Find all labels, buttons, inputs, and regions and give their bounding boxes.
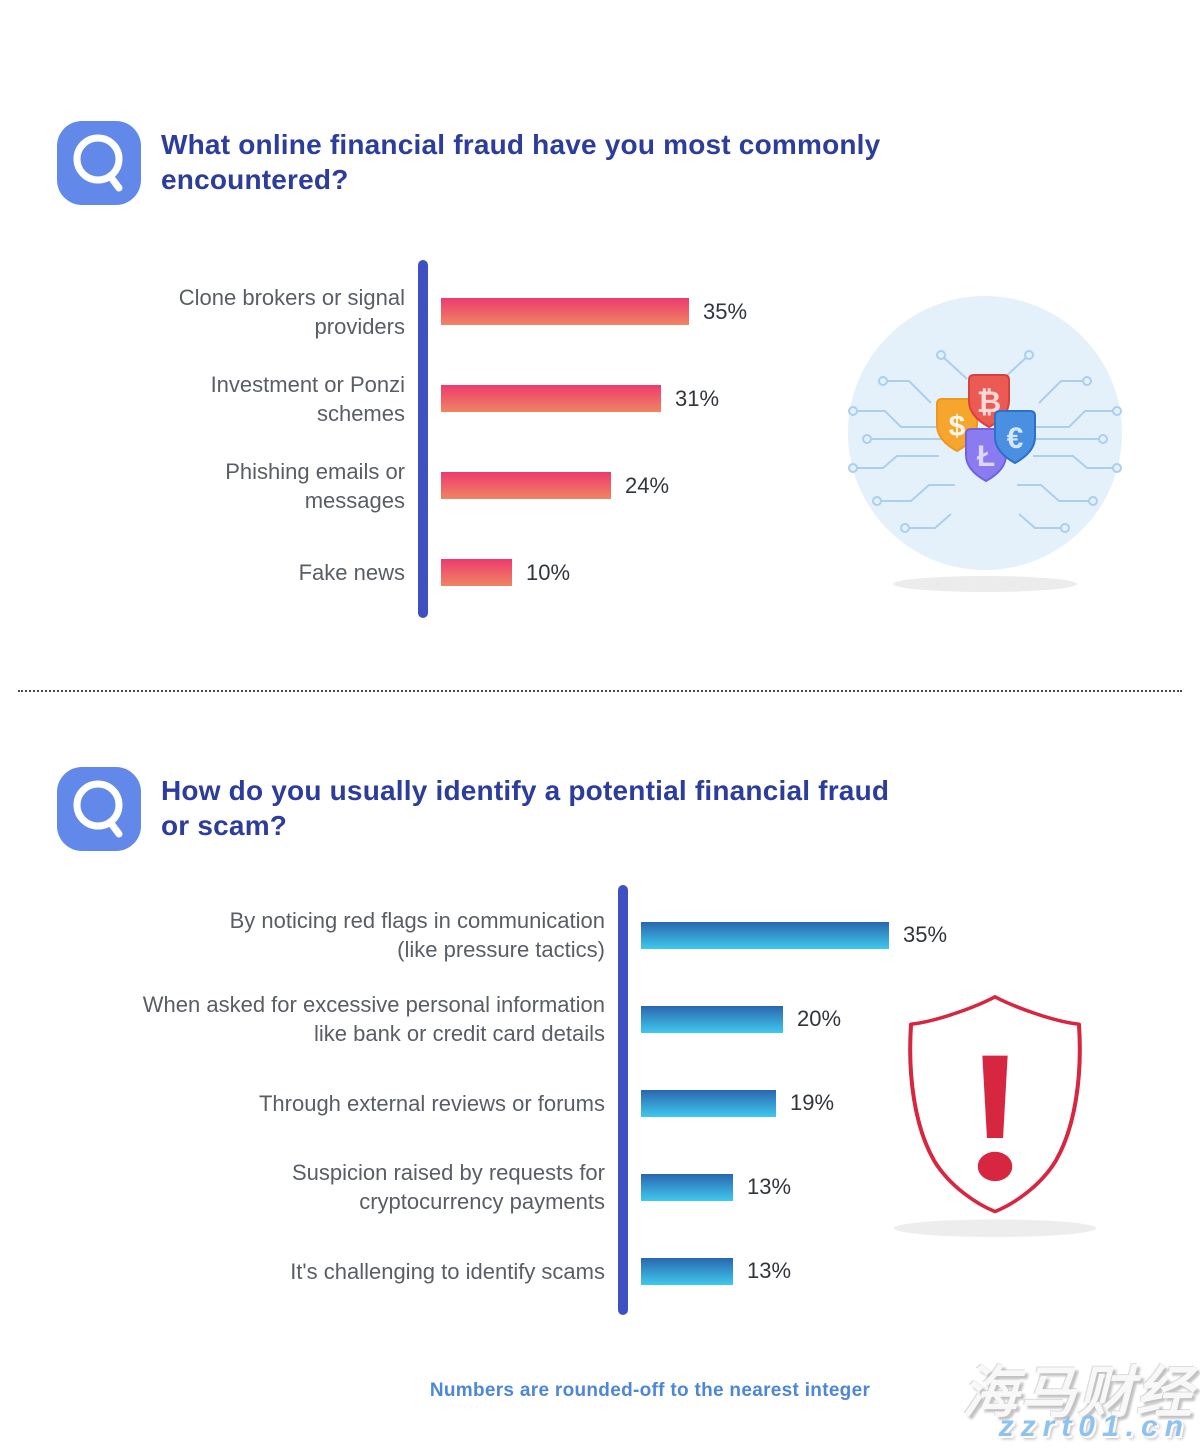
category-label: It's challenging to identify scams [290, 1258, 605, 1284]
bar [641, 1257, 733, 1285]
value-label: 35% [703, 298, 748, 324]
bar-row: Through external reviews or forums 19% [60, 1061, 960, 1145]
svg-text:€: € [1007, 422, 1024, 455]
value-label: 24% [625, 472, 670, 498]
category-label: Fake news [298, 560, 405, 585]
euro-shield-icon: € [994, 410, 1036, 465]
exclamation-dot [977, 1151, 1013, 1182]
bar-area: 31% [418, 385, 760, 412]
bar-area: 13% [618, 1257, 960, 1285]
section-2-header: How do you usually identify a potential … [57, 767, 889, 851]
bar-row: By noticing red flags in communication (… [60, 893, 960, 977]
value-label: 13% [747, 1174, 792, 1199]
footer-note: Numbers are rounded-off to the nearest i… [429, 1380, 871, 1401]
category-label: Through external reviews or forums [258, 1090, 605, 1116]
bar-area: 35% [418, 298, 760, 325]
magnifier-icon [57, 121, 141, 205]
section-2-title: How do you usually identify a potential … [161, 775, 890, 841]
svg-text:Ł: Ł [977, 440, 995, 473]
chart-axis [418, 260, 428, 618]
watermark-brand: 海马财经 [962, 1361, 1194, 1424]
bar-area: 19% [618, 1089, 960, 1117]
bar-area: 35% [618, 921, 960, 949]
value-label: 20% [797, 1006, 842, 1031]
category-label: By noticing red flags in communication (… [229, 908, 605, 962]
bar [641, 921, 889, 949]
exclamation-bar [982, 1055, 1008, 1138]
bar [441, 472, 611, 499]
category-label: Phishing emails or messages [225, 458, 405, 513]
section-1-title: What online financial fraud have you mos… [161, 129, 881, 195]
value-label: 19% [790, 1090, 835, 1115]
category-label: Clone brokers or signal providers [178, 284, 405, 339]
fraud-identification-chart: By noticing red flags in communication (… [60, 885, 960, 1315]
bar-area: 24% [418, 472, 760, 499]
bar-row: When asked for excessive personal inform… [60, 977, 960, 1061]
bar-row: Clone brokers or signal providers 35% [60, 268, 760, 355]
category-label: Suspicion raised by requests for cryptoc… [291, 1160, 605, 1214]
bar-row: Investment or Ponzi schemes 31% [60, 355, 760, 442]
value-label: 35% [903, 922, 948, 947]
chart-axis [618, 885, 628, 1315]
circuit-nodes [848, 350, 1122, 533]
value-label: 13% [747, 1258, 792, 1283]
svg-text:$: $ [949, 410, 966, 443]
bar-row: Phishing emails or messages 24% [60, 442, 760, 529]
bar [641, 1005, 783, 1033]
value-label: 31% [675, 385, 720, 411]
bar-row: It's challenging to identify scams 13% [60, 1229, 960, 1313]
bar [441, 385, 661, 412]
chart-rows: Clone brokers or signal providers 35% Inve… [60, 268, 760, 616]
currency-shields-illustration: $ ₿ Ł € [848, 296, 1122, 592]
bar-area: 13% [618, 1173, 960, 1201]
magnifier-icon [57, 767, 141, 851]
alert-shield-icon [893, 995, 1097, 1238]
bar [641, 1089, 776, 1117]
bar-row: Suspicion raised by requests for cryptoc… [60, 1145, 960, 1229]
fraud-encountered-chart: Clone brokers or signal providers 35% Inve… [60, 260, 760, 618]
chart-rows: By noticing red flags in communication (… [60, 893, 960, 1313]
watermark-url: zzrt01.cn [998, 1410, 1190, 1443]
value-label: 10% [526, 559, 571, 585]
bar-area: 10% [418, 559, 760, 586]
category-label: Investment or Ponzi schemes [210, 371, 405, 426]
bar [441, 559, 512, 586]
category-label: When asked for excessive personal inform… [142, 992, 605, 1046]
bar [441, 298, 689, 325]
bar-area: 20% [618, 1005, 960, 1033]
section-1-header: What online financial fraud have you mos… [57, 121, 880, 205]
bar-row: Fake news 10% [60, 529, 760, 616]
bar [641, 1173, 733, 1201]
dotted-divider [18, 690, 1182, 692]
